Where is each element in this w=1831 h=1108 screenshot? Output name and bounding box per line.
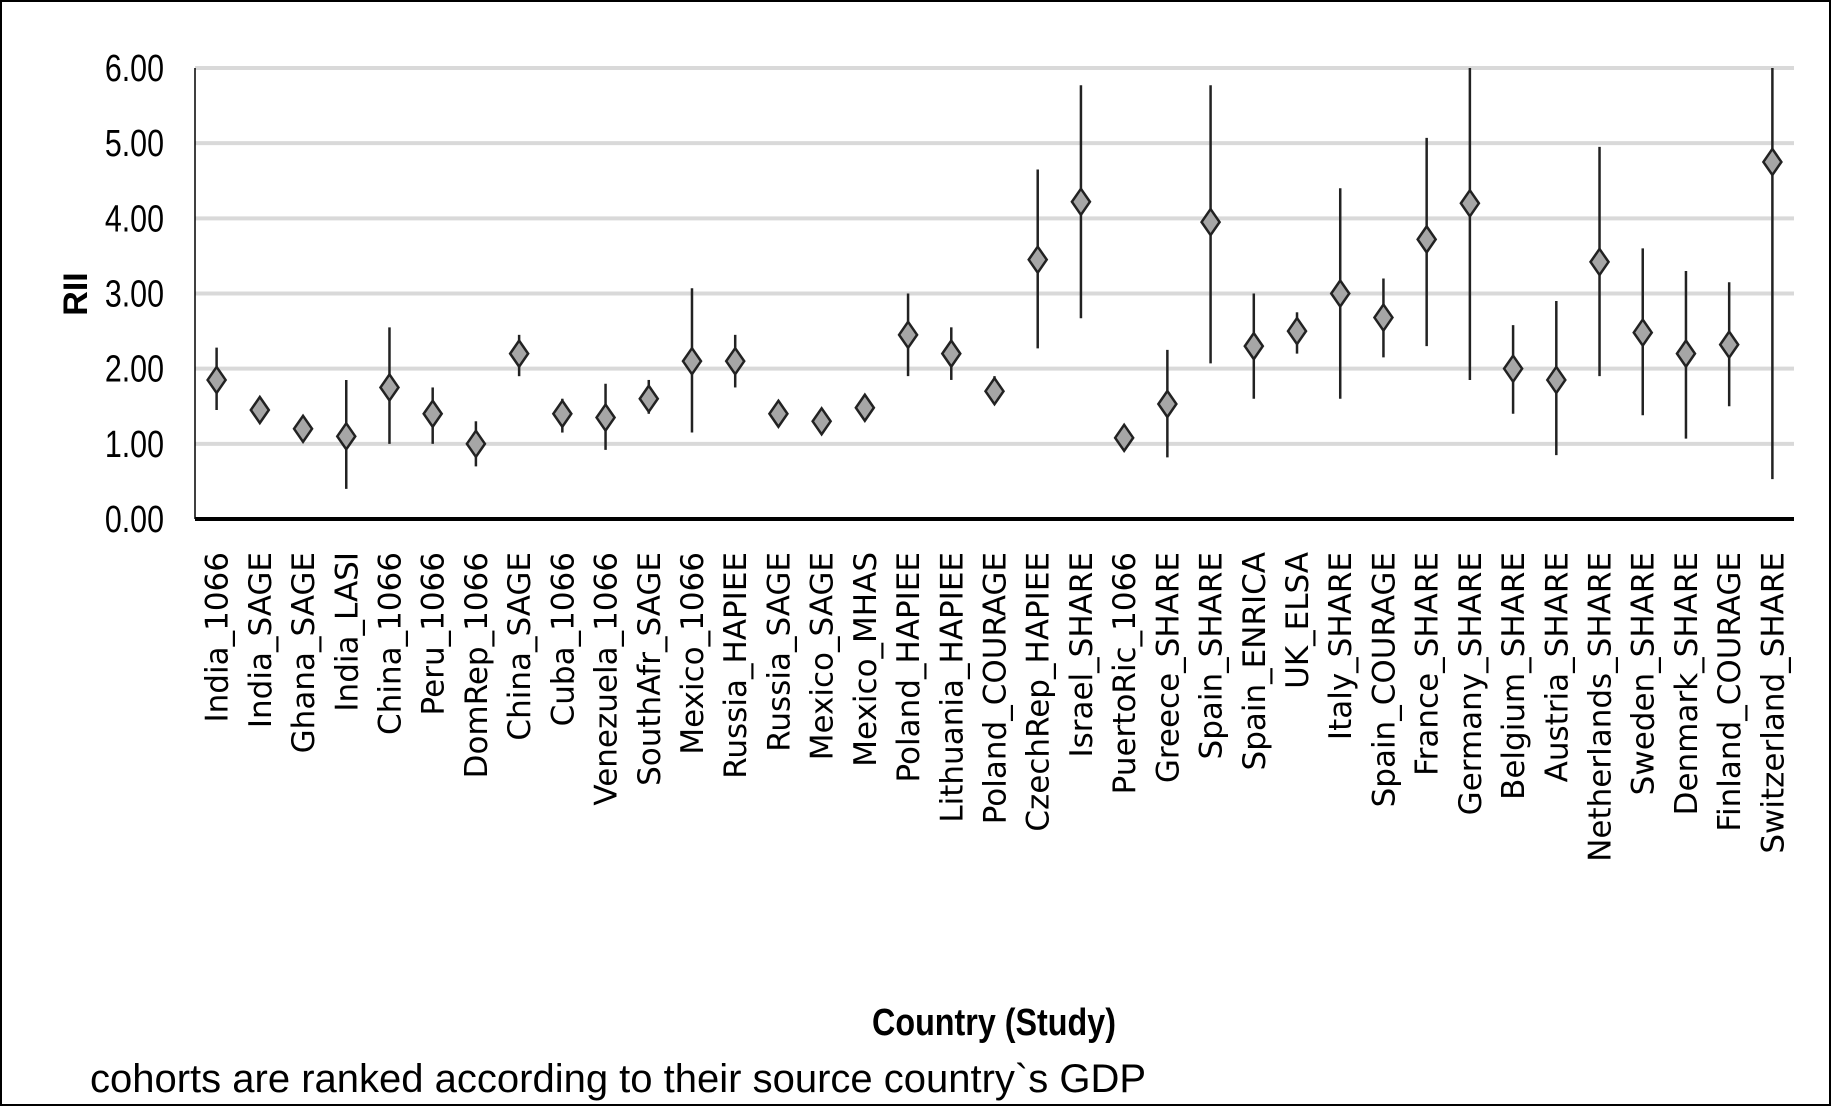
x-tick-label: PuertoRic_1066 [1107,552,1143,794]
x-tick-label: Italy_SHARE [1323,552,1359,740]
y-tick-label: 2.00 [105,349,164,391]
x-tick-labels: India_1066 India_SAGE Ghana_SAGE India_LASI… [200,552,1792,862]
data-point [1718,329,1740,360]
data-point [724,345,746,377]
data-point [378,372,400,403]
gridlines [195,66,1794,446]
x-tick-label: Denmark_SHARE [1669,552,1705,815]
y-tick-label: 6.00 [105,48,164,90]
x-tick-label: Netherlands_SHARE [1583,552,1619,862]
data-point [249,394,271,426]
data-point [940,338,962,369]
x-tick-label: Spain_ENRICA [1237,552,1273,770]
data-point [1372,302,1394,333]
data-point [897,319,919,351]
data-point [335,421,357,452]
data-point [1416,224,1438,255]
x-tick-label: Israel_SHARE [1064,552,1100,758]
data-point [1761,146,1783,178]
x-tick-label: Cuba_1066 [545,552,581,726]
data-point [551,398,573,429]
data-point [1243,330,1265,362]
x-tick-label: Russia_SAGE [761,552,797,752]
x-tick-label: India_LASI [329,552,365,712]
x-tick-label: China_1066 [372,552,408,735]
data-point [508,338,530,369]
error-bars [215,68,1774,489]
data-point [983,376,1006,407]
x-tick-label: Poland_HAPIEE [891,552,927,783]
data-points [206,146,1783,460]
x-tick-label: Sweden_SHARE [1626,552,1662,795]
x-tick-label: Austria_SHARE [1539,552,1575,782]
data-point [1632,317,1654,348]
data-point [1545,364,1567,396]
data-point [1286,315,1308,347]
data-point [811,406,833,437]
data-point [854,392,876,423]
data-point [595,402,617,433]
caption: cohorts are ranked according to their so… [90,1057,1147,1101]
y-tick-label: 5.00 [105,123,164,165]
data-point [1459,188,1481,219]
x-tick-label: Switzerland_SHARE [1755,552,1791,854]
x-tick-label: Finland_COURAGE [1712,552,1748,832]
data-point [681,345,703,377]
data-point [1329,278,1351,309]
x-tick-label: Poland_COURAGE [978,552,1014,824]
data-point [1070,186,1092,217]
x-tick-label: Mexico_MHAS [848,552,884,767]
data-point [1113,422,1135,454]
data-point [638,383,660,414]
x-tick-label: Spain_SHARE [1194,552,1230,759]
data-point [1200,206,1222,238]
y-tick-labels: 0.00 1.00 2.00 3.00 4.00 5.00 6.00 [105,48,164,541]
x-tick-label: DomRep_1066 [459,552,495,778]
data-point [1027,244,1049,275]
x-tick-label: Venezuela_1066 [589,552,625,806]
x-tick-label: China_SAGE [502,552,538,741]
x-tick-label: Spain_COURAGE [1366,552,1402,807]
x-tick-label: Lithuania_HAPIEE [934,552,970,823]
data-point [1502,353,1524,384]
data-point [767,398,789,429]
data-point [465,428,487,460]
data-point [292,413,314,444]
x-tick-label: Belgium_SHARE [1496,552,1532,800]
y-tick-label: 3.00 [105,273,164,315]
x-tick-label: UK_ELSA [1280,552,1316,689]
x-tick-label: Russia_HAPIEE [718,552,754,779]
x-tick-label: Greece_SHARE [1150,552,1186,783]
y-tick-label: 0.00 [105,499,164,541]
data-point [1589,246,1611,278]
x-tick-label: France_SHARE [1410,552,1446,776]
data-point [1675,338,1697,369]
x-tick-label: Mexico_1066 [675,552,711,755]
x-axis-title: Country (Study) [872,1002,1116,1044]
x-tick-label: Germany_SHARE [1453,552,1489,815]
x-tick-label: India_SAGE [243,552,279,728]
x-tick-label: CzechRep_HAPIEE [1021,552,1057,832]
x-tick-label: SouthAfr_SAGE [632,552,668,786]
x-tick-label: India_1066 [200,552,236,722]
x-tick-label: Peru_1066 [416,552,452,715]
data-point [206,364,228,396]
y-tick-label: 1.00 [105,424,164,466]
data-point [422,398,444,429]
x-tick-label: Ghana_SAGE [286,552,322,753]
y-axis-title: RII [57,272,95,315]
y-tick-label: 4.00 [105,198,164,240]
data-point [1156,388,1178,420]
x-tick-label: Mexico_SAGE [805,552,841,760]
